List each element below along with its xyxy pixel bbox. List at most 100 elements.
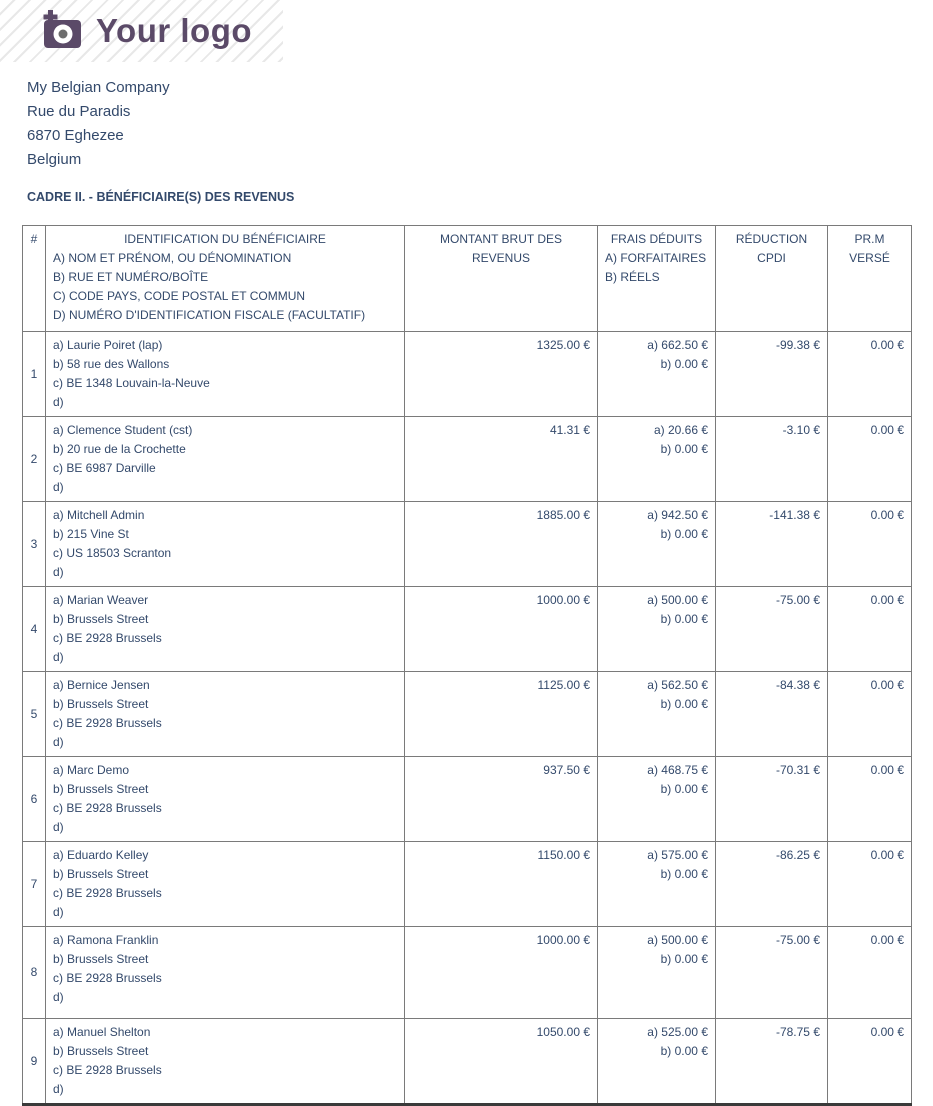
header-row-number: # bbox=[22, 225, 46, 332]
prm-paid: 0.00 € bbox=[827, 501, 912, 587]
table-row: 7 a) Eduardo Kelley b) Brussels Street c… bbox=[22, 841, 912, 927]
beneficiary-identification: a) Marian Weaver b) Brussels Street c) B… bbox=[45, 586, 405, 672]
gross-amount: 1885.00 € bbox=[404, 501, 598, 587]
gross-amount: 1125.00 € bbox=[404, 671, 598, 757]
table-row: 1 a) Laurie Poiret (lap) b) 58 rue des W… bbox=[22, 331, 912, 417]
header-fees-line-a: A) FORFAITAIRES bbox=[605, 251, 707, 265]
table-row: 5 a) Bernice Jensen b) Brussels Street c… bbox=[22, 671, 912, 757]
beneficiary-name: a) Manuel Shelton bbox=[53, 1025, 151, 1039]
beneficiary-identification: a) Clemence Student (cst) b) 20 rue de l… bbox=[45, 416, 405, 502]
gross-amount: 1050.00 € bbox=[404, 1018, 598, 1106]
fees-real: b) 0.00 € bbox=[660, 867, 708, 881]
fees-real: b) 0.00 € bbox=[660, 442, 708, 456]
beneficiary-street: b) Brussels Street bbox=[53, 697, 149, 711]
beneficiary-tax-id: d) bbox=[53, 735, 64, 749]
beneficiary-tax-id: d) bbox=[53, 565, 64, 579]
prm-paid: 0.00 € bbox=[827, 1018, 912, 1106]
row-number: 7 bbox=[22, 841, 46, 927]
beneficiary-identification: a) Marc Demo b) Brussels Street c) BE 29… bbox=[45, 756, 405, 842]
beneficiary-street: b) Brussels Street bbox=[53, 867, 149, 881]
fees-deducted: a) 525.00 € b) 0.00 € bbox=[597, 1018, 716, 1106]
beneficiary-identification: a) Bernice Jensen b) Brussels Street c) … bbox=[45, 671, 405, 757]
fees-real: b) 0.00 € bbox=[660, 612, 708, 626]
beneficiary-name: a) Laurie Poiret (lap) bbox=[53, 338, 163, 352]
beneficiary-street: b) Brussels Street bbox=[53, 1044, 149, 1058]
company-name: My Belgian Company bbox=[27, 79, 170, 96]
row-number: 1 bbox=[22, 331, 46, 417]
fees-real: b) 0.00 € bbox=[660, 782, 708, 796]
fees-forfait: a) 500.00 € bbox=[647, 933, 708, 947]
header-identification-line-c: C) CODE PAYS, CODE POSTAL ET COMMUN bbox=[53, 289, 306, 303]
camera-icon bbox=[40, 9, 84, 55]
beneficiary-tax-id: d) bbox=[53, 905, 64, 919]
fees-real: b) 0.00 € bbox=[660, 527, 708, 541]
gross-amount: 1000.00 € bbox=[404, 586, 598, 672]
header-cpdi-reduction: RÉDUCTION CPDI bbox=[715, 225, 828, 332]
cpdi-reduction: -75.00 € bbox=[715, 586, 828, 672]
table-row: 6 a) Marc Demo b) Brussels Street c) BE … bbox=[22, 756, 912, 842]
beneficiary-identification: a) Laurie Poiret (lap) b) 58 rue des Wal… bbox=[45, 331, 405, 417]
beneficiary-street: b) 58 rue des Wallons bbox=[53, 357, 170, 371]
prm-paid: 0.00 € bbox=[827, 841, 912, 927]
beneficiary-location: c) BE 2928 Brussels bbox=[53, 971, 162, 985]
header-fees-line-b: B) RÉELS bbox=[605, 270, 660, 284]
beneficiary-tax-id: d) bbox=[53, 650, 64, 664]
fees-forfait: a) 662.50 € bbox=[647, 338, 708, 352]
prm-paid: 0.00 € bbox=[827, 671, 912, 757]
fees-real: b) 0.00 € bbox=[660, 697, 708, 711]
fees-deducted: a) 500.00 € b) 0.00 € bbox=[597, 586, 716, 672]
prm-paid: 0.00 € bbox=[827, 586, 912, 672]
gross-amount: 1000.00 € bbox=[404, 926, 598, 1019]
beneficiary-location: c) US 18503 Scranton bbox=[53, 546, 172, 560]
fees-forfait: a) 525.00 € bbox=[647, 1025, 708, 1039]
fees-forfait: a) 562.50 € bbox=[647, 678, 708, 692]
gross-amount: 41.31 € bbox=[404, 416, 598, 502]
beneficiary-street: b) Brussels Street bbox=[53, 782, 149, 796]
fees-deducted: a) 942.50 € b) 0.00 € bbox=[597, 501, 716, 587]
beneficiary-street: b) Brussels Street bbox=[53, 952, 149, 966]
fees-deducted: a) 562.50 € b) 0.00 € bbox=[597, 671, 716, 757]
fees-forfait: a) 468.75 € bbox=[647, 763, 708, 777]
beneficiary-tax-id: d) bbox=[53, 990, 64, 1004]
row-number: 4 bbox=[22, 586, 46, 672]
beneficiary-name: a) Ramona Franklin bbox=[53, 933, 159, 947]
beneficiary-location: c) BE 2928 Brussels bbox=[53, 631, 162, 645]
beneficiary-name: a) Marian Weaver bbox=[53, 593, 149, 607]
beneficiary-tax-id: d) bbox=[53, 1082, 64, 1096]
company-address-block: My Belgian Company Rue du Paradis 6870 E… bbox=[27, 76, 933, 172]
company-city: 6870 Eghezee bbox=[27, 127, 124, 144]
table-row: 4 a) Marian Weaver b) Brussels Street c)… bbox=[22, 586, 912, 672]
row-number: 8 bbox=[22, 926, 46, 1019]
header-identification: IDENTIFICATION DU BÉNÉFICIAIRE A) NOM ET… bbox=[45, 225, 405, 332]
beneficiary-identification: a) Eduardo Kelley b) Brussels Street c) … bbox=[45, 841, 405, 927]
beneficiary-identification: a) Manuel Shelton b) Brussels Street c) … bbox=[45, 1018, 405, 1106]
table-row: 2 a) Clemence Student (cst) b) 20 rue de… bbox=[22, 416, 912, 502]
beneficiary-location: c) BE 2928 Brussels bbox=[53, 716, 162, 730]
beneficiary-street: b) Brussels Street bbox=[53, 612, 149, 626]
table-header: # IDENTIFICATION DU BÉNÉFICIAIRE A) NOM … bbox=[22, 225, 912, 332]
beneficiary-location: c) BE 2928 Brussels bbox=[53, 886, 162, 900]
header-fees-title: FRAIS DÉDUITS bbox=[610, 232, 703, 246]
prm-paid: 0.00 € bbox=[827, 416, 912, 502]
cpdi-reduction: -70.31 € bbox=[715, 756, 828, 842]
beneficiary-name: a) Marc Demo bbox=[53, 763, 130, 777]
beneficiary-tax-id: d) bbox=[53, 480, 64, 494]
header-identification-title: IDENTIFICATION DU BÉNÉFICIAIRE bbox=[124, 232, 326, 246]
fees-forfait: a) 500.00 € bbox=[647, 593, 708, 607]
fees-real: b) 0.00 € bbox=[660, 952, 708, 966]
logo-placeholder: Your logo bbox=[0, 0, 283, 62]
cpdi-reduction: -86.25 € bbox=[715, 841, 828, 927]
header-identification-line-b: B) RUE ET NUMÉRO/BOÎTE bbox=[53, 270, 209, 284]
fees-deducted: a) 500.00 € b) 0.00 € bbox=[597, 926, 716, 1019]
fees-deducted: a) 662.50 € b) 0.00 € bbox=[597, 331, 716, 417]
table-row: 8 a) Ramona Franklin b) Brussels Street … bbox=[22, 926, 912, 1019]
beneficiary-identification: a) Mitchell Admin b) 215 Vine St c) US 1… bbox=[45, 501, 405, 587]
cpdi-reduction: -75.00 € bbox=[715, 926, 828, 1019]
prm-paid: 0.00 € bbox=[827, 331, 912, 417]
fees-real: b) 0.00 € bbox=[660, 1044, 708, 1058]
table-body: 1 a) Laurie Poiret (lap) b) 58 rue des W… bbox=[22, 331, 912, 1106]
header-prm-paid: PR.M VERSÉ bbox=[827, 225, 912, 332]
fees-forfait: a) 942.50 € bbox=[647, 508, 708, 522]
table-row: 9 a) Manuel Shelton b) Brussels Street c… bbox=[22, 1018, 912, 1106]
company-country: Belgium bbox=[27, 151, 82, 168]
